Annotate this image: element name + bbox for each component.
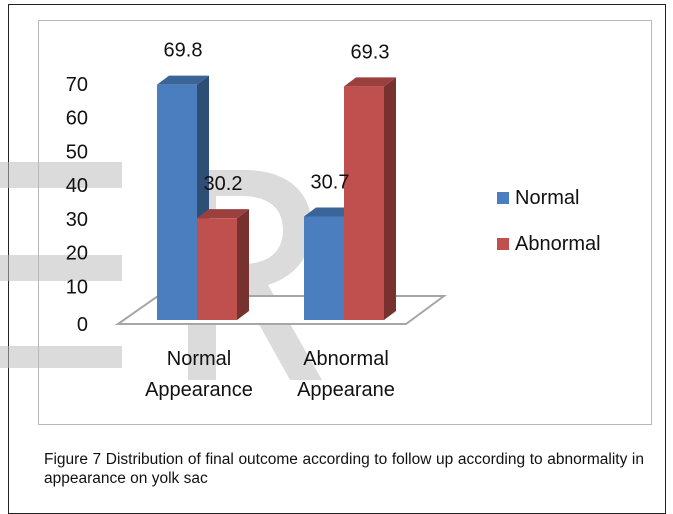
- bar-top-face: [157, 75, 209, 85]
- y-tick-label: 0: [77, 314, 88, 336]
- bar-top-face: [344, 77, 396, 87]
- y-tick-label: 20: [66, 243, 88, 265]
- legend: Normal Abnormal: [497, 187, 601, 255]
- data-label: 69.3: [351, 41, 390, 63]
- plot-area: 0 10 20 30 40 50 60 70 69.8 30.2 30.7 69.3 Normal App…: [66, 40, 448, 401]
- y-tick-label: 60: [66, 108, 88, 130]
- data-label: 69.8: [164, 40, 203, 62]
- x-category-label-line2: Appearance: [145, 379, 253, 401]
- bar-front-face: [197, 218, 237, 320]
- bar-front-face: [304, 216, 344, 320]
- bar-side-face: [384, 77, 396, 320]
- bar-top-face: [197, 209, 249, 219]
- y-tick-label: 40: [66, 175, 88, 197]
- figure-caption: Figure 7 Distribution of final outcome a…: [44, 451, 644, 487]
- legend-swatch-normal: [497, 192, 509, 204]
- y-tick-label: 50: [66, 141, 88, 163]
- x-category-label-line1: Normal: [167, 348, 231, 370]
- bar-side-face: [237, 209, 249, 320]
- bar-front-face: [344, 86, 384, 320]
- bar-front-face: [157, 84, 197, 320]
- bar-top-face: [304, 207, 356, 217]
- y-tick-label: 30: [66, 209, 88, 231]
- legend-swatch-abnormal: [497, 238, 509, 250]
- watermark: [0, 162, 322, 380]
- y-tick-label: 70: [66, 74, 88, 96]
- y-tick-label: 10: [66, 276, 88, 298]
- legend-label-abnormal: Abnormal: [515, 233, 601, 255]
- x-category-label-line2: Appearane: [297, 379, 395, 401]
- data-label: 30.2: [204, 173, 243, 195]
- bar-abnormal-1: [197, 209, 249, 320]
- data-label: 30.7: [311, 171, 350, 193]
- x-category-label-line1: Abnormal: [303, 348, 389, 370]
- legend-label-normal: Normal: [515, 187, 579, 209]
- chart-area: [38, 20, 652, 425]
- bar-abnormal-2: [344, 77, 396, 320]
